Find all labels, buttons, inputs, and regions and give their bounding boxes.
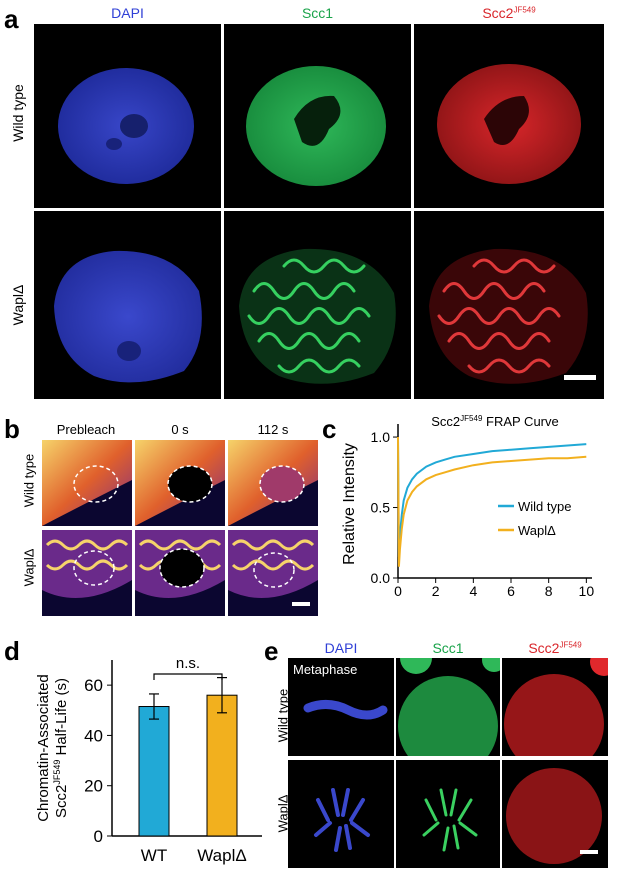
panel-a-scale-bar bbox=[564, 375, 596, 380]
panel-c-xtick-label-1: 2 bbox=[432, 583, 440, 599]
panel-b-wt-112s-image bbox=[228, 440, 318, 526]
panel-d-bar-0 bbox=[138, 706, 170, 837]
panel-c-letter: c bbox=[322, 414, 337, 444]
panel-e-col-scc2: Scc2JF549 bbox=[528, 640, 582, 656]
panel-a-row-wapl: WaplΔ bbox=[10, 284, 26, 326]
panel-a-letter: a bbox=[4, 4, 19, 34]
panel-e-wapl-dapi-image bbox=[288, 760, 394, 868]
panel-d-category-label-1: WaplΔ bbox=[197, 846, 246, 865]
panel-c-ytick-label-2: 1.0 bbox=[371, 429, 391, 445]
panel-a-col-scc1: Scc1 bbox=[301, 5, 334, 21]
panel-b-row-wildtype: Wild type bbox=[21, 453, 37, 508]
panel-b-scale-bar bbox=[292, 602, 310, 606]
panel-c-ytick-label-0: 0.0 bbox=[371, 570, 391, 586]
panel-d-ytick-label-3: 60 bbox=[84, 676, 103, 695]
panel-d-ytick-label-0: 0 bbox=[94, 827, 103, 846]
panel-c-series-1 bbox=[397, 436, 587, 567]
panel-c-xtick-label-2: 4 bbox=[469, 583, 477, 599]
panel-d-ytick-label-1: 20 bbox=[84, 777, 103, 796]
panel-e-letter: e bbox=[264, 636, 279, 666]
panel-d-halflife-chart: 0 20 40 60 WT WaplΔ n.s. Chromatin-Associated Sc… bbox=[35, 655, 262, 865]
panel-d-ylabel-line2: Scc2JF549 Half-Life (s) bbox=[52, 678, 70, 818]
panel-a-wapl-scc2-image bbox=[414, 211, 604, 399]
panel-b-row-wapl: WaplΔ bbox=[21, 548, 37, 587]
panel-d-bar-1 bbox=[206, 694, 238, 837]
panel-a-wt-scc2-image bbox=[414, 24, 604, 208]
panel-d-category-label-0: WT bbox=[141, 846, 167, 865]
panel-c-xtick-label-3: 6 bbox=[507, 583, 515, 599]
panel-e-col-dapi: DAPI bbox=[324, 640, 358, 656]
panel-c-ytick-label-1: 0.5 bbox=[371, 500, 391, 516]
panel-b-wapl-0s-image bbox=[135, 530, 225, 616]
panel-d-ylabel-line1: Chromatin-Associated bbox=[35, 674, 52, 822]
panel-c-xtick-label-0: 0 bbox=[394, 583, 402, 599]
panel-c-xtick-label-4: 8 bbox=[545, 583, 553, 599]
panel-e-col-scc1: Scc1 bbox=[432, 640, 464, 656]
panel-a-row-wildtype: Wild type bbox=[10, 84, 26, 142]
panel-c-frap-chart: Scc2JF549 FRAP Curve0.00.51.00246810Time… bbox=[341, 414, 595, 599]
panel-b-wapl-112s-image bbox=[228, 530, 318, 616]
panel-e-wt-scc1-image bbox=[396, 658, 500, 756]
panel-e-metaphase-label: Metaphase bbox=[293, 662, 358, 677]
panel-c-ylabel: Relative Intensity bbox=[341, 443, 358, 565]
panel-a-wt-dapi-image bbox=[34, 24, 221, 208]
panel-e-wapl-scc1-image bbox=[396, 760, 500, 868]
panel-c-series-0 bbox=[397, 436, 587, 557]
panel-c-xtick-label-5: 10 bbox=[579, 583, 595, 599]
panel-b-wt-prebleach-image bbox=[42, 440, 132, 526]
panel-b-wapl-prebleach-image bbox=[42, 530, 132, 616]
panel-b-wt-0s-image bbox=[135, 440, 225, 526]
panel-c-legend-label-1: WaplΔ bbox=[518, 523, 556, 538]
panel-d-letter: d bbox=[4, 636, 20, 666]
panel-b-col-0s: 0 s bbox=[171, 422, 189, 437]
panel-b-letter: b bbox=[4, 414, 20, 444]
panel-a-wapl-dapi-image bbox=[34, 211, 221, 399]
panel-e-wapl-scc2-image bbox=[502, 760, 608, 868]
panel-d-significance-bracket bbox=[153, 673, 223, 680]
panel-e-wt-dapi-image: Metaphase bbox=[288, 658, 394, 756]
panel-d-ylabel: Chromatin-Associated Scc2JF549 Half-Life … bbox=[35, 674, 70, 822]
panel-a-col-dapi: DAPI bbox=[111, 5, 144, 21]
panel-a-col-scc2: Scc2JF549 bbox=[482, 5, 536, 21]
panel-b-col-prebleach: Prebleach bbox=[56, 422, 116, 437]
panel-d-ns-label: n.s. bbox=[176, 655, 200, 672]
panel-c-title: Scc2JF549 FRAP Curve bbox=[431, 414, 558, 429]
panel-e-scale-bar bbox=[580, 850, 598, 854]
panel-a-wapl-scc1-image bbox=[224, 211, 411, 399]
panel-b-col-112s: 112 s bbox=[257, 422, 289, 437]
panel-d-ytick-label-2: 40 bbox=[84, 726, 103, 745]
panel-e-wt-scc2-image bbox=[502, 658, 608, 756]
panel-b-images bbox=[42, 440, 318, 616]
panel-a-wt-scc1-image bbox=[224, 24, 411, 208]
panel-c-legend-label-0: Wild type bbox=[518, 499, 571, 514]
